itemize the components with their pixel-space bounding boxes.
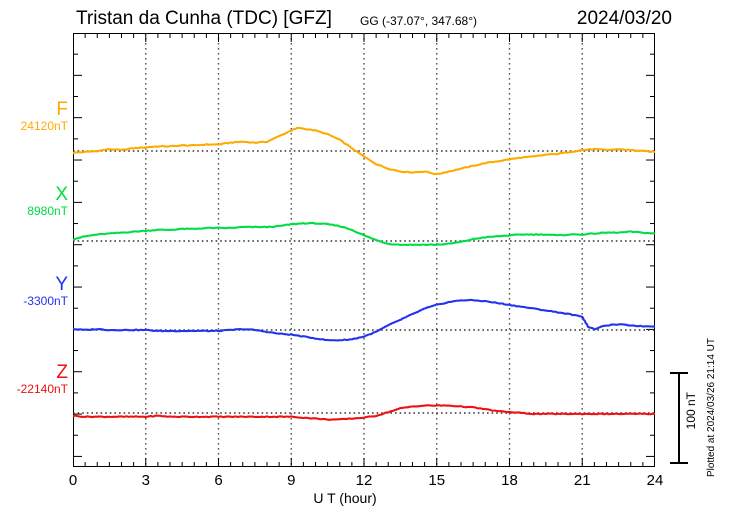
component-baseline-F: 24120nT xyxy=(20,118,68,133)
component-label-Z: Z -22140nT xyxy=(0,363,68,396)
geographic-coordinates: GG (-37.07°, 347.68°) xyxy=(360,14,477,28)
x-tick-0: 0 xyxy=(68,472,78,489)
x-tick-6: 6 xyxy=(214,472,223,489)
plotted-timestamp: Plotted at 2024/03/26 21:14 UT xyxy=(706,338,717,477)
x-tick-24: 24 xyxy=(646,472,664,489)
x-tick-15: 15 xyxy=(428,472,446,489)
component-symbol-Z: Z xyxy=(56,362,68,383)
scale-bar-line xyxy=(678,372,680,464)
x-axis-label: U T (hour) xyxy=(313,490,377,506)
scale-bar-label: 100 nT xyxy=(684,392,698,430)
x-tick-3: 3 xyxy=(141,472,150,489)
component-label-F: F 24120nT xyxy=(0,100,68,133)
component-baseline-Z: -22140nT xyxy=(16,381,68,396)
component-symbol-Y: Y xyxy=(55,274,68,295)
x-tick-18: 18 xyxy=(501,472,518,489)
component-symbol-X: X xyxy=(55,184,68,205)
observation-date: 2024/03/20 xyxy=(576,8,672,29)
component-baseline-Y: -3300nT xyxy=(23,293,68,308)
component-label-Y: Y -3300nT xyxy=(0,275,68,308)
component-baseline-X: 8980nT xyxy=(27,203,68,218)
component-label-X: X 8980nT xyxy=(0,185,68,218)
scale-bar-cap-top xyxy=(670,372,688,374)
scale-bar xyxy=(668,372,690,464)
scale-bar-cap-bottom xyxy=(670,462,688,464)
x-tick-9: 9 xyxy=(287,472,296,489)
component-symbol-F: F xyxy=(56,99,68,120)
x-tick-21: 21 xyxy=(573,472,591,489)
magnetogram-plot xyxy=(73,33,655,467)
page-title: Tristan da Cunha (TDC) [GFZ] xyxy=(76,8,332,29)
x-tick-12: 12 xyxy=(355,472,373,489)
